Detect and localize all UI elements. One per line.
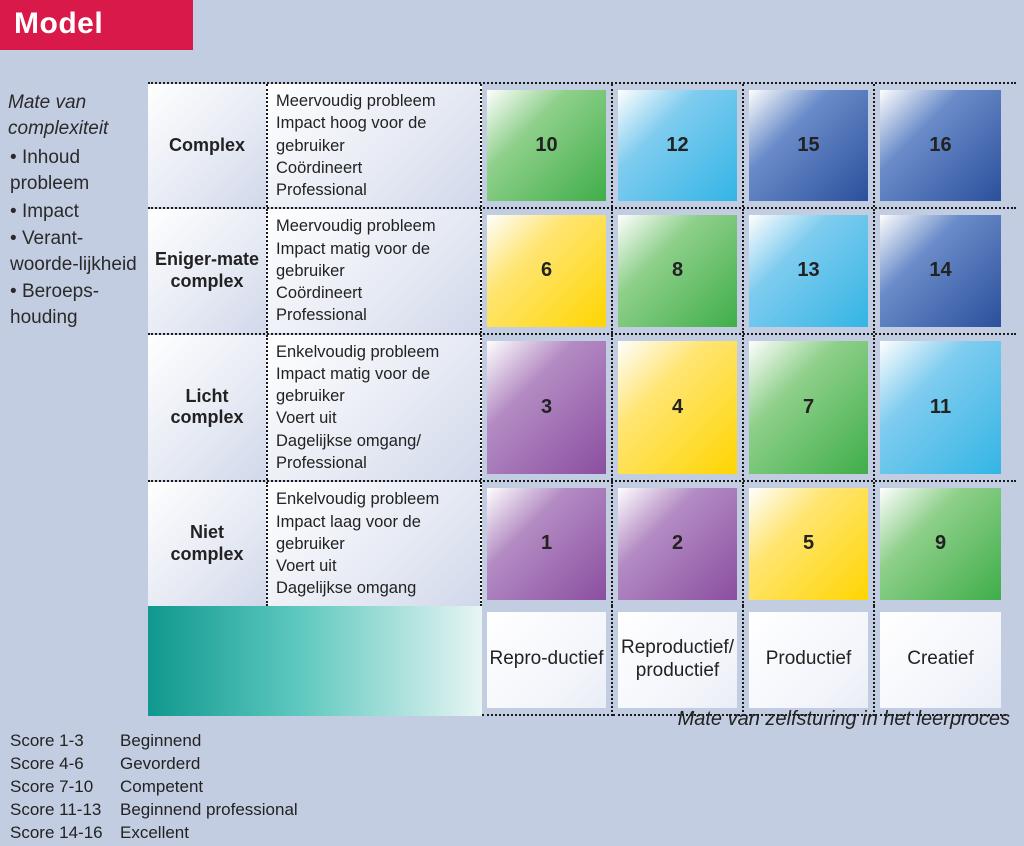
page-title: Model bbox=[14, 7, 103, 40]
matrix-cell: 4 bbox=[613, 335, 744, 481]
column-label: Reproductief/ productief bbox=[613, 606, 744, 716]
legend-row: Score 7-10Competent bbox=[10, 776, 298, 799]
teal-strip bbox=[148, 606, 482, 716]
row-desc: Enkelvoudig probleemImpact matig voor de… bbox=[268, 335, 482, 481]
matrix-cell: 12 bbox=[613, 84, 744, 207]
legend-row: Score 4-6Gevorderd bbox=[10, 753, 298, 776]
matrix-cell: 3 bbox=[482, 335, 613, 481]
column-label: Creatief bbox=[875, 606, 1006, 716]
row-desc: Meervoudig probleemImpact matig voor de … bbox=[268, 209, 482, 332]
column-label: Repro-ductief bbox=[482, 606, 613, 716]
y-axis-bullet: Inhoud probleem bbox=[10, 145, 146, 196]
y-axis-bullets: Inhoud probleem Impact Verant-woorde-lij… bbox=[8, 145, 146, 330]
score-legend: Score 1-3Beginnend Score 4-6Gevorderd Sc… bbox=[10, 730, 298, 845]
legend-row: Score 1-3Beginnend bbox=[10, 730, 298, 753]
row-label: Eniger-mate complex bbox=[148, 209, 268, 332]
matrix-cell: 1 bbox=[482, 482, 613, 605]
column-labels-row: Repro-ductief Reproductief/ productief P… bbox=[148, 606, 1016, 716]
column-label: Productief bbox=[744, 606, 875, 716]
matrix-cell: 2 bbox=[613, 482, 744, 605]
matrix-cell: 7 bbox=[744, 335, 875, 481]
matrix-cell: 15 bbox=[744, 84, 875, 207]
y-axis: Mate van complexiteit Inhoud probleem Im… bbox=[8, 90, 146, 333]
matrix-row: Complex Meervoudig probleemImpact hoog v… bbox=[148, 82, 1016, 207]
y-axis-bullet: Verant-woorde-lijkheid bbox=[10, 226, 146, 277]
row-label: Complex bbox=[148, 84, 268, 207]
title-banner: Model bbox=[0, 0, 193, 50]
legend-row: Score 11-13Beginnend professional bbox=[10, 799, 298, 822]
matrix-cell: 8 bbox=[613, 209, 744, 332]
row-desc: Enkelvoudig probleemImpact laag voor de … bbox=[268, 482, 482, 605]
x-axis-title: Mate van zelfsturing in het leerproces bbox=[678, 708, 1010, 731]
matrix-cell: 10 bbox=[482, 84, 613, 207]
matrix-cell: 9 bbox=[875, 482, 1006, 605]
matrix-cell: 13 bbox=[744, 209, 875, 332]
row-label: Niet complex bbox=[148, 482, 268, 605]
matrix-row: Niet complex Enkelvoudig probleemImpact … bbox=[148, 480, 1016, 605]
matrix-cell: 5 bbox=[744, 482, 875, 605]
matrix-cell: 6 bbox=[482, 209, 613, 332]
y-axis-bullet: Beroeps-houding bbox=[10, 279, 146, 330]
y-axis-bullet: Impact bbox=[10, 199, 146, 225]
matrix-grid: Complex Meervoudig probleemImpact hoog v… bbox=[148, 82, 1016, 716]
matrix-cell: 16 bbox=[875, 84, 1006, 207]
row-label: Licht complex bbox=[148, 335, 268, 481]
matrix-row: Eniger-mate complex Meervoudig probleemI… bbox=[148, 207, 1016, 332]
matrix-cell: 14 bbox=[875, 209, 1006, 332]
matrix-cell: 11 bbox=[875, 335, 1006, 481]
matrix-row: Licht complex Enkelvoudig probleemImpact… bbox=[148, 333, 1016, 481]
y-axis-title: Mate van complexiteit bbox=[8, 90, 146, 141]
row-desc: Meervoudig probleemImpact hoog voor de g… bbox=[268, 84, 482, 207]
legend-row: Score 14-16Excellent bbox=[10, 822, 298, 845]
